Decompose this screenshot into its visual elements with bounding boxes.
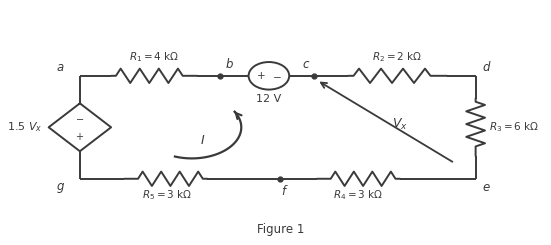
Text: $R_5 = 3$ k$\Omega$: $R_5 = 3$ k$\Omega$	[142, 188, 192, 202]
Text: $c$: $c$	[302, 59, 310, 72]
Text: $-$: $-$	[272, 71, 282, 81]
Text: $a$: $a$	[56, 61, 64, 74]
Text: $g$: $g$	[56, 181, 65, 195]
Text: 12 V: 12 V	[256, 94, 282, 104]
Text: $1.5\ V_x$: $1.5\ V_x$	[7, 120, 42, 134]
Text: $f$: $f$	[280, 184, 288, 198]
Text: $d$: $d$	[482, 60, 491, 74]
Text: $e$: $e$	[482, 181, 490, 194]
Text: $V_x$: $V_x$	[392, 117, 408, 133]
Text: $+$: $+$	[256, 70, 266, 81]
Text: $R_4 = 3$ k$\Omega$: $R_4 = 3$ k$\Omega$	[333, 188, 383, 202]
Text: $-$: $-$	[75, 113, 84, 123]
Text: $b$: $b$	[225, 58, 234, 72]
Text: Figure 1: Figure 1	[257, 223, 304, 236]
Text: $+$: $+$	[75, 131, 84, 142]
Text: $R_1 = 4$ k$\Omega$: $R_1 = 4$ k$\Omega$	[129, 50, 180, 64]
Text: $R_3 = 6$ k$\Omega$: $R_3 = 6$ k$\Omega$	[489, 120, 539, 134]
Text: $I$: $I$	[199, 134, 205, 147]
Text: $R_2 = 2$ k$\Omega$: $R_2 = 2$ k$\Omega$	[372, 50, 423, 64]
